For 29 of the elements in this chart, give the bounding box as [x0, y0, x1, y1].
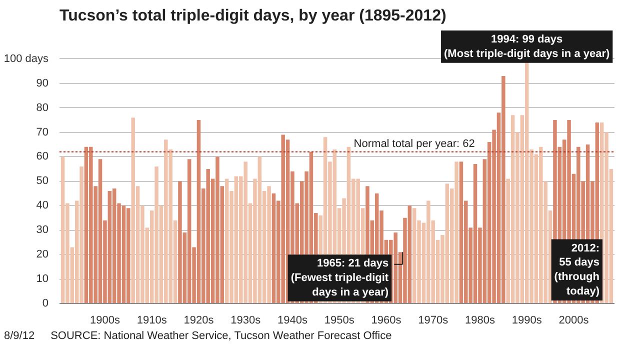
chart-title: Tucson’s total triple-digit days, by year (1895-2012)	[60, 8, 446, 24]
y-tick-label: 30	[36, 224, 49, 236]
x-tick-label: 1940s	[277, 314, 308, 326]
annotation: 1965: 21 days (Fewest triple-digit days in a year)	[290, 258, 389, 298]
x-tick-label: 1990s	[512, 314, 542, 326]
x-tick-label: 2000s	[558, 314, 590, 326]
y-tick-label: 10	[36, 273, 49, 286]
annotation: 2012: 55 days (through today)	[554, 242, 600, 298]
x-tick-label: 1900s	[90, 314, 120, 326]
ref-line-label: Normal total per year: 62	[354, 138, 475, 150]
text: 8/9/12	[4, 329, 35, 344]
y-tick-label: 100 days	[4, 52, 49, 65]
x-tick-label: 1960s	[371, 314, 402, 326]
y-tick-label: 0	[42, 298, 49, 310]
x-tick-label: 1930s	[230, 314, 262, 326]
y-tick-label: 80	[36, 102, 49, 114]
x-tick-label: 1920s	[184, 314, 214, 326]
y-tick-label: 60	[36, 150, 49, 163]
y-tick-label: 40	[36, 200, 49, 212]
x-tick-label: 1950s	[324, 314, 355, 326]
y-tick-label: 90	[36, 77, 49, 90]
source-note: SOURCE: National Weather Service, Tucson Weather Forecast Office	[50, 329, 392, 344]
y-tick-label: 70	[36, 126, 49, 138]
annotation: 1994: 99 days (Most triple-digit days in a year)	[444, 34, 610, 60]
x-tick-label: 1980s	[464, 314, 496, 326]
x-tick-label: 1910s	[136, 314, 168, 326]
y-tick-label: 50	[36, 175, 49, 188]
x-tick-label: 1970s	[418, 314, 449, 326]
y-tick-label: 20	[36, 248, 49, 261]
